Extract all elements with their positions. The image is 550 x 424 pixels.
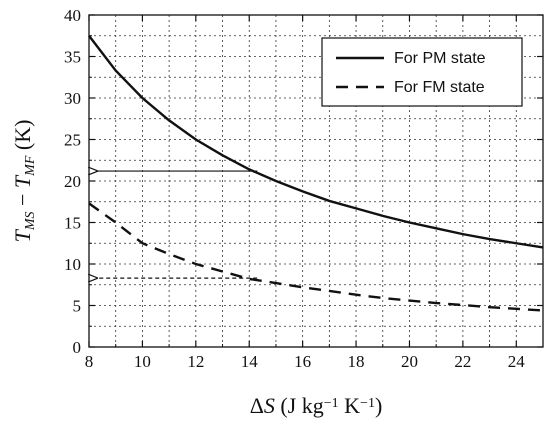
series-layer (88, 35, 544, 312)
x-tick-label: 8 (85, 352, 94, 371)
axis-label-part: −1 (360, 396, 375, 411)
axis-label-part: ) (375, 393, 382, 418)
y-tick-label: 15 (64, 214, 81, 233)
legend-box (321, 37, 523, 107)
x-tick-label: 12 (187, 352, 204, 371)
x-tick-label: 18 (348, 352, 365, 371)
axis-label-part: − (10, 188, 35, 211)
annotation-layer (97, 171, 258, 278)
legend-label-1: For FM state (394, 79, 485, 96)
axis-label-part: −1 (324, 396, 339, 411)
y-tick-label: 25 (64, 131, 81, 150)
axis-label-part: MS (23, 212, 38, 232)
axis-label-part: T (10, 228, 35, 242)
x-tick-label: 14 (241, 352, 259, 371)
x-tick-label: 24 (508, 352, 526, 371)
legend: For PM state For FM state (321, 37, 523, 107)
y-axis-label: TMS − TMF (K) (10, 120, 38, 243)
axis-label-part: S (264, 393, 275, 418)
y-tick-label: 0 (73, 338, 82, 357)
y-tick-label: 10 (64, 255, 81, 274)
x-tick-label: 10 (134, 352, 151, 371)
axis-label-part: T (10, 174, 35, 188)
x-tick-label: 22 (454, 352, 471, 371)
legend-label-0: For PM state (394, 50, 486, 67)
y-tick-label: 5 (73, 297, 82, 316)
series-line-1 (88, 202, 544, 312)
series-line-0 (88, 35, 544, 249)
x-tick-label: 20 (401, 352, 418, 371)
y-tick-label: 35 (64, 48, 81, 67)
axis-label-part: (K) (10, 120, 35, 156)
ticks: 8 10 12 14 16 18 20 22 24 0 5 10 15 20 25 30 35 40 (64, 6, 543, 371)
x-axis-label: ΔS (J kg−1 K−1) (250, 393, 383, 418)
x-tick-label: 16 (294, 352, 311, 371)
y-tick-label: 20 (64, 172, 81, 191)
axis-label-part: (J kg (275, 393, 324, 418)
y-tick-label: 40 (64, 6, 81, 25)
axis-label-part: MF (23, 155, 38, 177)
axis-label-part: K (339, 393, 361, 418)
y-tick-label: 30 (64, 89, 81, 108)
axis-label-part: Δ (250, 393, 264, 418)
